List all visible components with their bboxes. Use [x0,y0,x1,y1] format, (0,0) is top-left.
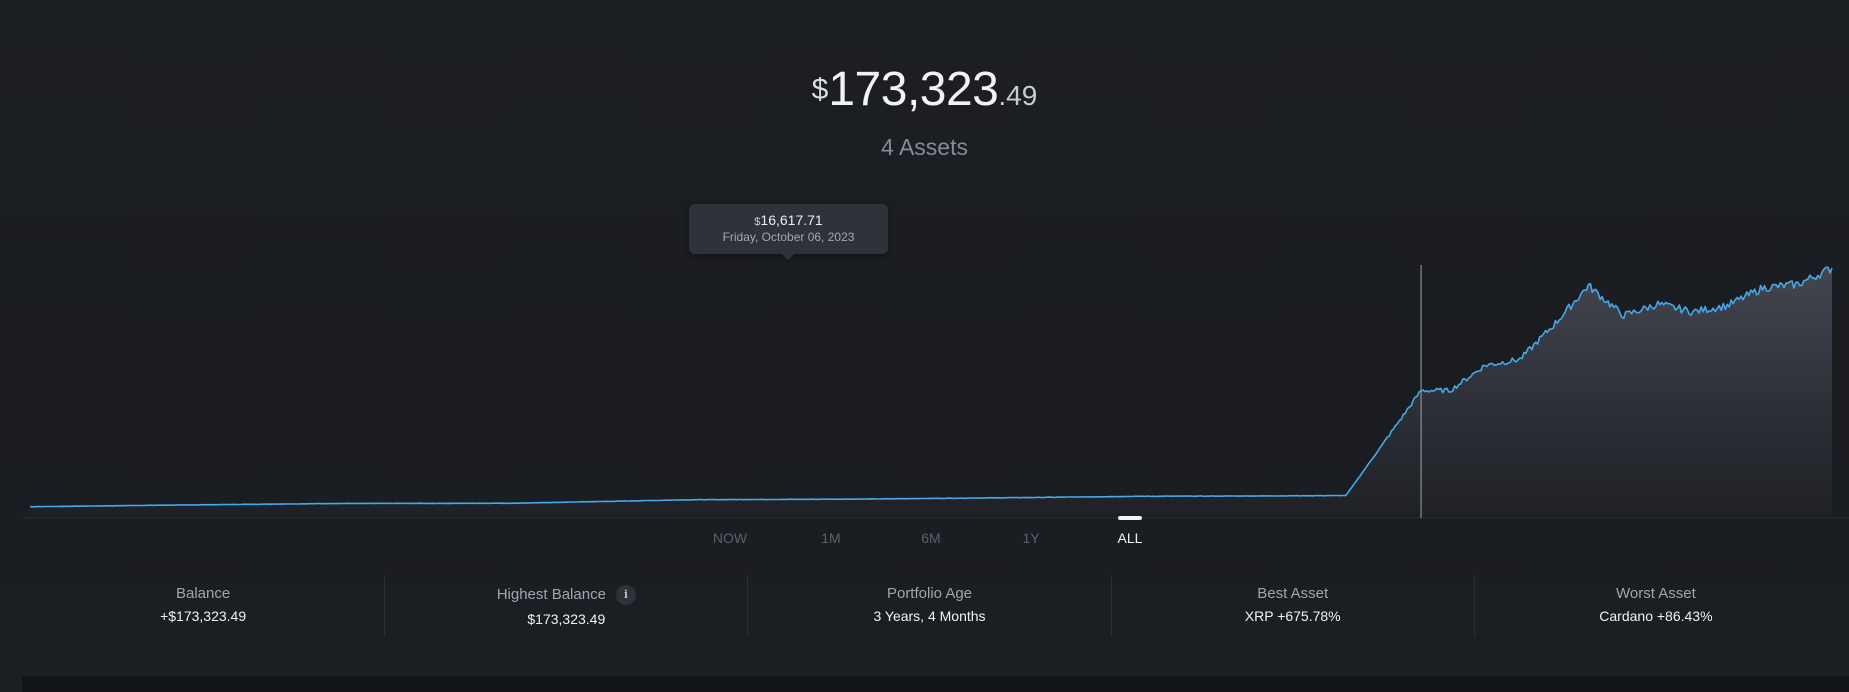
active-range-indicator [1118,516,1142,520]
balance-cents: .49 [998,80,1038,111]
stat-balance: Balance +$173,323.49 [22,575,386,637]
stat-label: Highest Balance [496,586,606,603]
tooltip-date: Friday, October 06, 2023 [722,230,855,244]
stat-value: +$173,323.49 [160,608,247,624]
stat-value: XRP +675.78% [1244,608,1341,624]
stat-best-asset: Best Asset XRP +675.78% [1112,575,1475,637]
tooltip-amount: 16,617.71 [760,212,823,228]
stat-label: Balance [175,585,231,602]
balance-whole: 173,323 [828,63,999,116]
range-tab-1y[interactable]: 1Y [1022,530,1040,546]
balance-currency: $ [811,73,829,106]
stat-value: Cardano +86.43% [1599,608,1713,624]
portfolio-stats: Balance +$173,323.49 Highest Balance i $1… [22,575,1837,637]
stat-worst-asset: Worst Asset Cardano +86.43% [1475,575,1837,637]
stat-label: Worst Asset [1616,585,1696,602]
balance-chart-svg[interactable] [0,195,1849,525]
range-tab-all[interactable]: ALL [1117,530,1143,546]
range-tab-now[interactable]: NOW [712,530,748,546]
stat-value: 3 Years, 4 Months [873,608,986,624]
range-selector: NOW 1M 6M 1Y ALL [0,516,1849,548]
stat-label: Best Asset [1257,585,1329,602]
range-tab-6m[interactable]: 6M [921,530,941,546]
asset-count: 4 Assets [881,134,968,160]
stat-label-row: Highest Balance i [385,585,747,605]
tooltip-currency: $ [754,216,761,228]
balance-chart[interactable] [0,195,1849,525]
chart-series-line [30,266,1833,508]
total-balance: $173,323.49 [0,62,1849,117]
bottom-panel [22,676,1849,692]
range-tab-1m[interactable]: 1M [821,530,841,546]
stat-portfolio-age: Portfolio Age 3 Years, 4 Months [748,575,1112,637]
chart-area-fill [30,267,1832,518]
stat-label: Portfolio Age [886,585,973,602]
info-icon[interactable]: i [615,585,636,605]
chart-tooltip: $16,617.71 Friday, October 06, 2023 [689,204,888,260]
stat-value: $173,323.49 [527,611,606,627]
tooltip-value: $16,617.71 [689,212,888,228]
stat-highest-balance: Highest Balance i $173,323.49 [385,575,749,637]
